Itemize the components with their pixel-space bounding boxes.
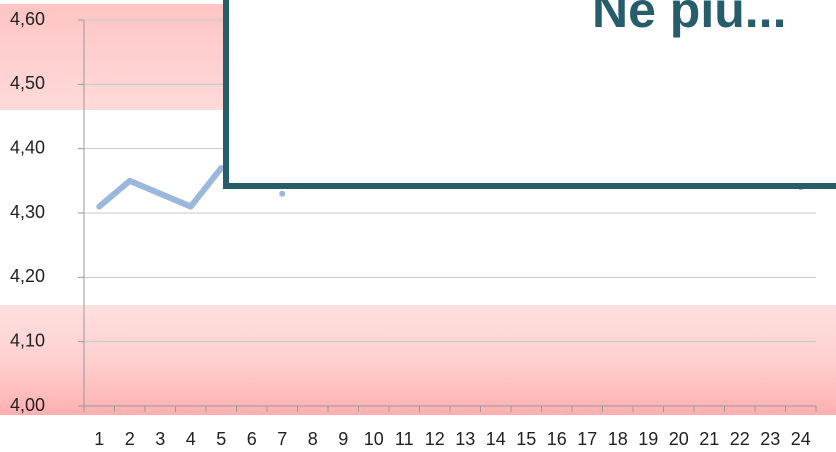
x-tick-label: 7 xyxy=(277,429,287,449)
y-tick-label: 4,50 xyxy=(10,73,45,93)
y-tick-label: 4,20 xyxy=(10,266,45,286)
x-tick-label: 2 xyxy=(125,429,135,449)
x-tick-label: 1 xyxy=(94,429,104,449)
overlay-title: Ne più... xyxy=(592,0,786,38)
x-tick-label: 24 xyxy=(791,429,811,449)
x-tick-label: 22 xyxy=(730,429,750,449)
x-tick-label: 5 xyxy=(216,429,226,449)
x-tick-label: 18 xyxy=(608,429,628,449)
x-tick-label: 14 xyxy=(486,429,506,449)
data-line xyxy=(96,164,225,210)
y-tick-label: 4,10 xyxy=(10,330,45,350)
x-tick-label: 15 xyxy=(516,429,536,449)
x-tick-label: 3 xyxy=(155,429,165,449)
warning-band xyxy=(0,305,836,415)
x-tick-label: 10 xyxy=(364,429,384,449)
x-tick-label: 20 xyxy=(669,429,689,449)
overlay-box xyxy=(223,0,836,189)
x-tick-label: 8 xyxy=(308,429,318,449)
x-tick-label: 12 xyxy=(425,429,445,449)
y-tick-label: 4,60 xyxy=(10,9,45,29)
x-tick-label: 13 xyxy=(455,429,475,449)
x-tick-label: 23 xyxy=(760,429,780,449)
x-tick-label: 16 xyxy=(547,429,567,449)
x-tick-label: 6 xyxy=(247,429,257,449)
x-tick-label: 19 xyxy=(638,429,658,449)
warning-band xyxy=(0,4,230,110)
x-tick-label: 9 xyxy=(338,429,348,449)
y-tick-label: 4,30 xyxy=(10,202,45,222)
x-tick-label: 11 xyxy=(395,429,414,449)
x-tick-label: 4 xyxy=(186,429,196,449)
y-tick-label: 4,40 xyxy=(10,137,45,157)
x-tick-label: 21 xyxy=(699,429,719,449)
x-tick-label: 17 xyxy=(577,429,597,449)
y-tick-label: 4,00 xyxy=(10,395,45,415)
